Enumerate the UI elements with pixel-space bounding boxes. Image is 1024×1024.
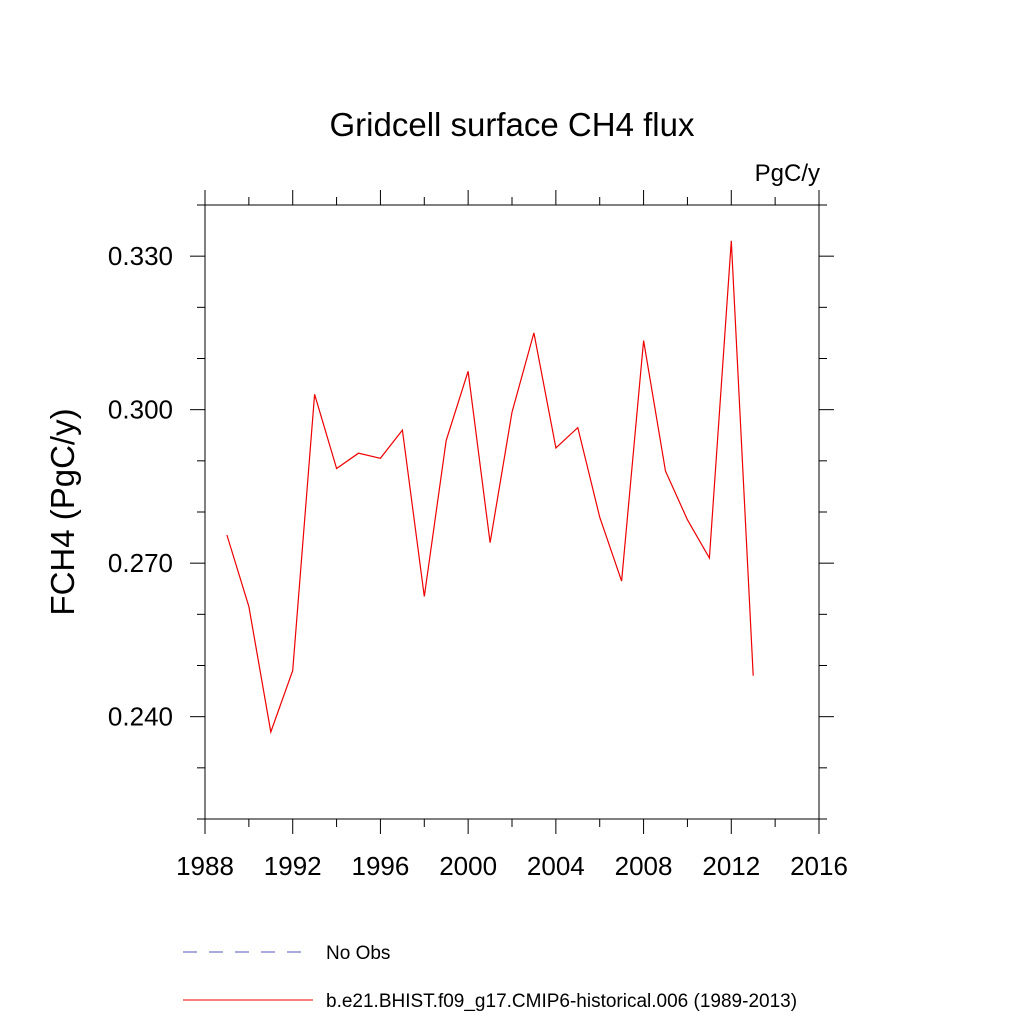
series-line-1 (226, 240, 754, 735)
legend-label-0: No Obs (326, 943, 390, 964)
x-tick-label: 1992 (264, 851, 322, 881)
x-tick-label: 2004 (527, 851, 585, 881)
legend: No Obs b.e21.BHIST.f09_g17.CMIP6-historic… (183, 943, 797, 1012)
series-lines (226, 240, 754, 735)
y-tick-label: 0.270 (108, 548, 173, 578)
x-tick-label: 2016 (790, 851, 848, 881)
x-tick-label: 1996 (352, 851, 410, 881)
x-tick-label: 2008 (615, 851, 673, 881)
y-tick-label: 0.300 (108, 395, 173, 425)
x-tick-label: 2000 (439, 851, 497, 881)
y-axis-label: FCH4 (PgC/y) (44, 408, 81, 615)
y-tick-label: 0.240 (108, 702, 173, 732)
chart-title: Gridcell surface CH4 flux (330, 106, 695, 143)
legend-label-1: b.e21.BHIST.f09_g17.CMIP6-historical.006… (326, 991, 797, 1012)
axis-ticks: 1988 1992 1996 2000 2004 2008 2012 2016 0.240 0.2… (108, 190, 848, 881)
y-tick-label: 0.330 (108, 241, 173, 271)
x-tick-label: 1988 (176, 851, 234, 881)
x-tick-label: 2012 (702, 851, 760, 881)
units-label: PgC/y (755, 160, 820, 187)
